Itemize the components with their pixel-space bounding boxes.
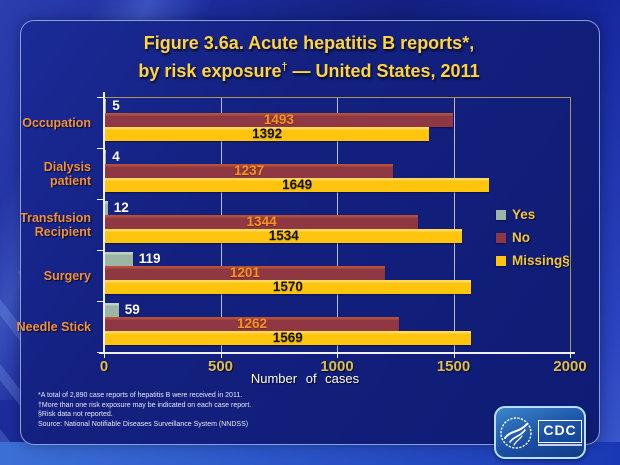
bar-no-5 [105,317,400,331]
background-bottom-band [0,442,620,465]
dagger-symbol: † [281,61,288,73]
bar-missing-5 [105,331,471,345]
legend-label: Missing§ [512,253,570,268]
legend-item-no: No [496,230,570,245]
gridline-1500 [453,97,455,352]
y-axis-tick-3 [97,250,103,251]
cdc-logo-text: CDC [543,421,577,438]
value-label-missing-2: 1649 [282,177,313,192]
bar-missing-3 [105,229,463,243]
value-label-no-5: 1262 [236,316,268,331]
category-label-dialysis-patient: Dialysis patient [43,159,91,188]
x-tick-label-1000: 1000 [320,358,354,375]
bar-no-3 [105,215,419,229]
x-axis-line [99,352,575,354]
value-label-missing-5: 1569 [272,330,303,345]
footnotes: *A total of 2,890 case reports of hepati… [38,391,251,429]
x-axis-tick-500 [220,354,222,358]
value-label-yes-4: 119 [138,251,161,266]
chart-title-line1: Figure 3.6a. Acute hepatitis B reports*, [143,33,475,53]
y-axis-tick-2 [97,199,103,200]
value-label-yes-1: 5 [112,98,120,113]
value-label-yes-3: 12 [113,200,129,215]
x-axis-tick-2000 [570,354,571,358]
footnote-total: *A total of 2,890 case reports of hepati… [38,392,243,399]
bar-no-1 [105,113,453,127]
legend-item-yes: Yes [496,207,570,222]
bar-missing-2 [105,178,490,192]
x-tick-label-500: 500 [207,358,234,375]
value-label-missing-4: 1570 [272,279,303,294]
hhs-seal-icon [500,416,533,449]
category-label-surgery: Surgery [43,268,91,283]
x-tick-label-0: 0 [99,358,109,375]
cdc-logo-small-text [538,443,582,446]
plot-frame-top [104,97,571,98]
value-label-no-1: 1493 [263,112,294,127]
value-label-missing-1: 1392 [252,126,283,141]
bar-yes-1 [105,99,107,113]
value-label-yes-2: 4 [112,149,120,164]
legend-label: No [512,230,530,245]
value-label-no-4: 1201 [229,265,260,280]
legend-swatch-icon [496,209,506,220]
x-axis-tick-1500 [453,354,455,358]
category-label-needle-stick: Needle Stick [16,319,91,334]
bar-yes-3 [105,201,108,215]
bar-yes-2 [105,150,107,164]
footnote-risk-exposure: †More than one risk exposure may be indi… [38,401,252,409]
y-axis-tick-1 [97,148,103,149]
value-label-no-2: 1237 [234,163,265,178]
legend-swatch-icon [496,255,506,266]
category-label-transfusion-recipient: Transfusion Recipient [20,210,91,239]
footnote-source: Source: National Notifiable Diseases Sur… [38,420,249,428]
bar-missing-1 [105,127,430,141]
value-label-yes-5: 59 [124,302,140,317]
bar-no-4 [105,266,385,280]
legend-label: Yes [512,207,536,222]
chart-title-line2: by risk exposure† — United States, 2011 [138,61,480,81]
x-axis-tick-1000 [337,354,338,358]
cdc-logo: CDC [494,406,586,459]
bar-yes-5 [105,303,119,317]
x-axis-title: Number of cases [250,371,360,386]
footnote-missing: §Risk data not reported. [38,411,113,419]
y-axis-tick-4 [97,301,103,302]
y-axis-tick-0 [97,97,103,98]
y-axis-line [103,92,105,353]
category-label-occupation: Occupation [22,115,91,130]
legend-swatch-icon [496,232,506,243]
x-tick-label-1500: 1500 [436,358,471,375]
bar-missing-4 [105,280,471,294]
bar-yes-4 [105,252,133,266]
chart-title: Figure 3.6a. Acute hepatitis B reports*,… [20,31,598,83]
value-label-no-3: 1344 [246,214,277,229]
x-tick-label-2000: 2000 [553,358,587,375]
value-label-missing-3: 1534 [268,228,299,243]
cdc-wordmark: CDC [538,419,582,446]
plot-frame-right [570,97,571,352]
x-axis-tick-0 [104,354,105,358]
legend-item-missing: Missing§ [496,253,570,268]
bar-no-2 [105,164,394,178]
legend: Yes No Missing§ [496,207,570,276]
